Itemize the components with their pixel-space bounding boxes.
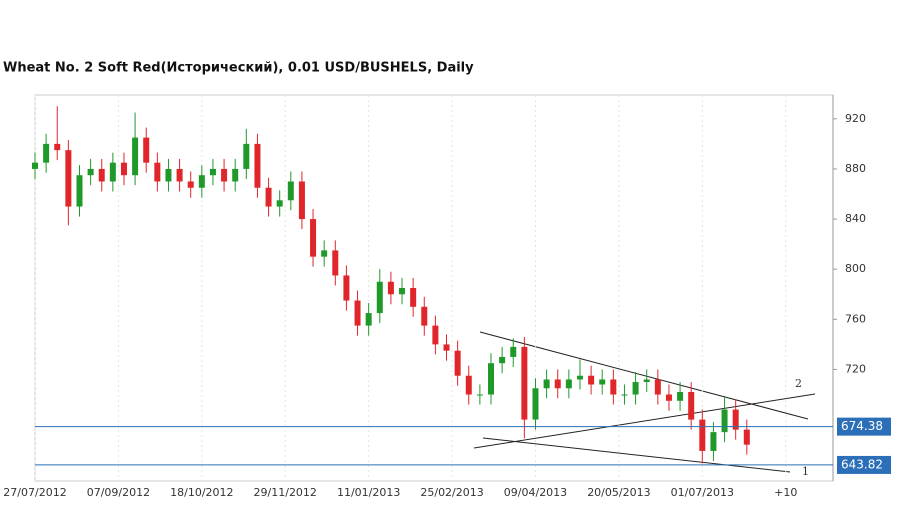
x-tick-label: 07/09/2012 xyxy=(87,486,150,499)
candle-body xyxy=(254,143,261,188)
candle-body xyxy=(488,363,494,395)
candle-body xyxy=(543,379,550,389)
candle-body xyxy=(588,375,595,385)
candle-body xyxy=(143,137,150,163)
candle-body xyxy=(221,168,228,182)
x-tick-label: 01/07/2013 xyxy=(671,486,734,499)
candle-body xyxy=(399,288,406,295)
candle-body xyxy=(665,394,672,401)
h-line-label-box xyxy=(837,417,891,436)
y-tick-label: 800 xyxy=(845,262,866,275)
candle-body xyxy=(410,288,417,307)
candle-body xyxy=(510,346,517,357)
candle-body xyxy=(421,306,428,326)
candle-body xyxy=(332,250,339,276)
candle-body xyxy=(98,168,105,182)
candle-body xyxy=(521,346,528,420)
candle-body xyxy=(298,181,305,220)
candle-body xyxy=(376,281,383,314)
candle-body xyxy=(599,379,606,385)
candle-body xyxy=(265,187,272,207)
candle-body xyxy=(576,375,583,380)
candle-body xyxy=(154,162,161,182)
candle-body xyxy=(532,388,539,420)
candle-body xyxy=(120,162,127,176)
candle-body xyxy=(209,168,216,176)
candle-body xyxy=(677,392,684,401)
y-tick-label: 760 xyxy=(845,312,866,325)
candle-body xyxy=(32,162,38,169)
candle-body xyxy=(232,168,239,182)
x-tick-label: 09/04/2013 xyxy=(504,486,567,499)
y-tick-label: 880 xyxy=(845,162,866,175)
x-tick-label: 25/02/2013 xyxy=(420,486,483,499)
candle-body xyxy=(132,137,139,176)
h-line-label-box xyxy=(837,455,891,474)
x-tick-label: 29/11/2012 xyxy=(254,486,317,499)
y-tick-label: 720 xyxy=(845,362,866,375)
x-tick-label: 20/05/2013 xyxy=(587,486,650,499)
x-tick-label: +10 xyxy=(774,486,797,499)
chart-title: Wheat No. 2 Soft Red(Исторический), 0.01… xyxy=(3,61,474,76)
x-tick-label: 18/10/2012 xyxy=(170,486,233,499)
candle-body xyxy=(732,409,739,430)
trend-line xyxy=(473,393,816,449)
candle-body xyxy=(432,325,439,345)
candle-body xyxy=(76,175,83,207)
candle-body xyxy=(310,219,317,257)
candle-body xyxy=(632,381,639,395)
annotation: 2 xyxy=(795,377,802,390)
candle-body xyxy=(699,419,706,451)
h-line-label: 643.82 xyxy=(841,457,883,471)
candle-body xyxy=(721,409,728,433)
candle-body xyxy=(276,200,283,207)
candle-body xyxy=(109,162,116,182)
candle-body xyxy=(499,356,506,364)
trend-lines xyxy=(473,331,816,473)
candle-body xyxy=(443,344,450,351)
y-tick-label: 840 xyxy=(845,212,866,225)
candle-body xyxy=(176,168,183,182)
candle-body xyxy=(54,143,61,151)
candle-body xyxy=(198,175,205,188)
candle-body xyxy=(87,168,94,176)
annotation: 1 xyxy=(802,465,809,478)
candle-body xyxy=(365,313,372,326)
candle-body xyxy=(465,375,472,395)
candle-body xyxy=(187,181,194,188)
candle-body xyxy=(621,394,628,396)
x-tick-label: 27/07/2012 xyxy=(3,486,66,499)
candle-body xyxy=(743,429,750,445)
candle-body xyxy=(654,379,661,395)
y-tick-label: 920 xyxy=(845,112,866,125)
candle-body xyxy=(643,379,650,382)
candle-body xyxy=(65,150,72,207)
candle-body xyxy=(688,392,695,420)
candle-body xyxy=(165,168,172,182)
candle-body xyxy=(243,143,250,169)
trend-line xyxy=(479,331,809,420)
candle-body xyxy=(387,281,394,295)
x-tick-label: 11/01/2013 xyxy=(337,486,400,499)
candle-body xyxy=(354,300,361,326)
candle-body xyxy=(565,379,572,389)
candle-body xyxy=(476,394,483,396)
candle-body xyxy=(454,350,461,376)
candle-body xyxy=(43,143,50,163)
candle-body xyxy=(287,181,294,201)
candle-body xyxy=(710,432,717,451)
candle-body xyxy=(610,379,617,395)
trend-line xyxy=(482,437,791,473)
h-line-label: 674.38 xyxy=(841,419,883,433)
candle-body xyxy=(321,250,328,257)
candle-body xyxy=(554,379,561,389)
candle-body xyxy=(343,275,350,301)
